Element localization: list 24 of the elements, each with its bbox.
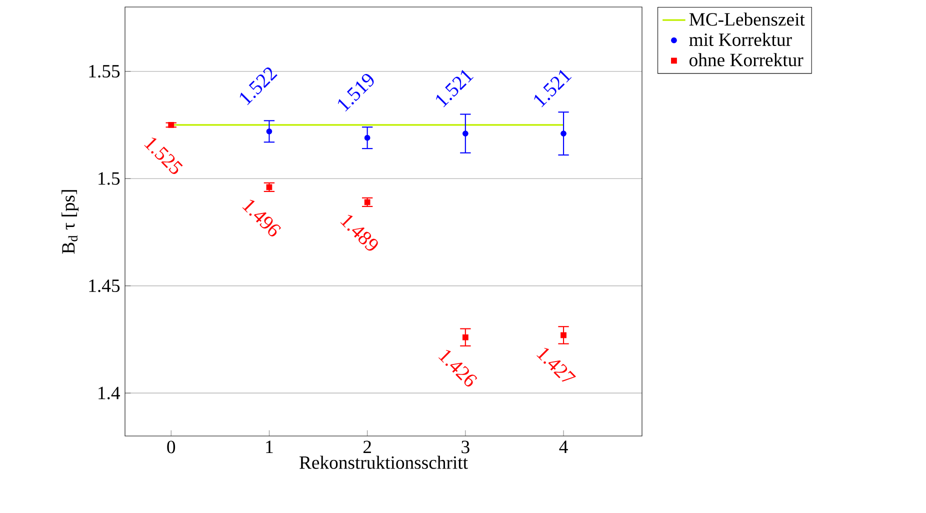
point <box>364 199 370 206</box>
point <box>266 128 272 134</box>
x-tick-label: 2 <box>363 440 371 454</box>
legend-label: ohne Korrektur <box>690 53 804 66</box>
x-tick-label: 1 <box>266 440 273 454</box>
x-tick-label: 4 <box>559 440 568 453</box>
y-tick-label: 1.45 <box>89 280 120 292</box>
point <box>560 130 566 136</box>
y-tick-label: 1.55 <box>89 65 120 78</box>
legend-label: MC-Lebenszeit <box>689 12 805 26</box>
point <box>266 184 272 190</box>
x-axis-title: Rekonstruktionsschritt <box>300 456 468 469</box>
point <box>364 134 370 141</box>
point <box>462 334 468 340</box>
y-tick-label: 1.4 <box>98 386 120 400</box>
legend-label: mit Korrektur <box>689 32 792 46</box>
x-tick-label: 0 <box>167 440 176 454</box>
y-tick-label: 1.5 <box>98 172 120 185</box>
point <box>168 122 174 128</box>
x-tick-label: 3 <box>462 440 470 454</box>
y-axis-title: B$_{d}$ τ [ps] <box>62 190 78 254</box>
point <box>560 332 566 338</box>
point <box>462 130 468 136</box>
data-label: 1.427 <box>536 348 576 382</box>
